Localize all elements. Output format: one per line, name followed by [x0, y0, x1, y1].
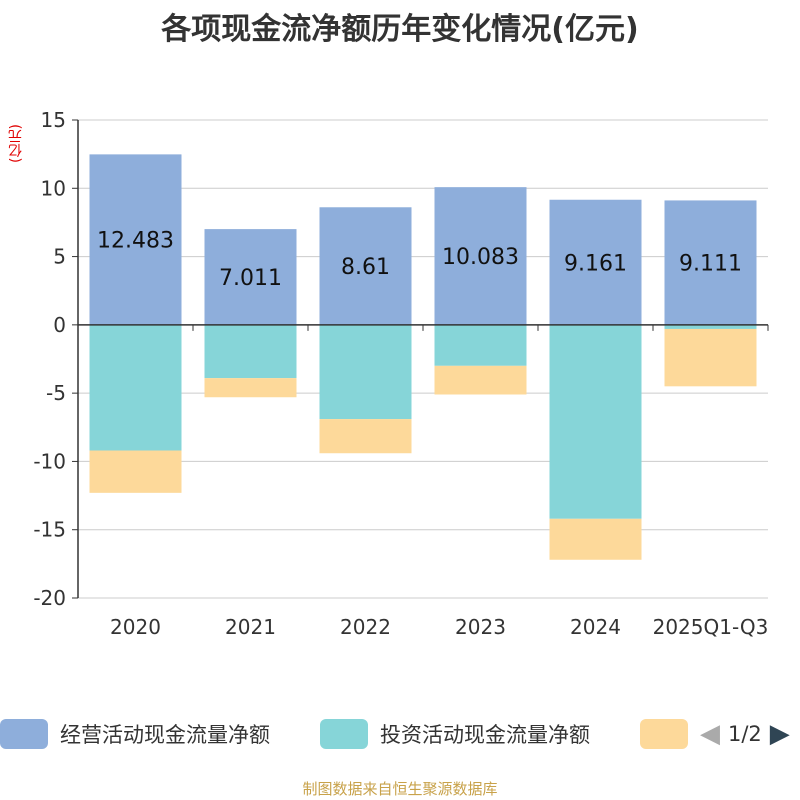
- legend-next-page-icon[interactable]: ▶: [769, 719, 790, 749]
- bar-series2-2020: [89, 324, 182, 451]
- legend-swatch-financing: [640, 719, 688, 749]
- bar-series1-2020: [89, 154, 182, 325]
- data-label-2022: 8.61: [341, 255, 390, 280]
- x-tick-label-2023: 2023: [455, 615, 506, 639]
- y-tick-label: -20: [33, 586, 66, 610]
- legend-label-operating: 经营活动现金流量净额: [60, 723, 270, 747]
- legend-swatch-investing: [320, 719, 368, 749]
- bar-series1-2021: [204, 229, 297, 325]
- bar-series2-2022: [319, 324, 412, 420]
- y-tick-label: 10: [41, 176, 66, 200]
- bar-series2-2021: [204, 324, 297, 379]
- x-tick-label-2025Q1-Q3: 2025Q1-Q3: [653, 615, 769, 639]
- x-tick-label-2022: 2022: [340, 615, 391, 639]
- legend-item-financing[interactable]: [640, 716, 700, 752]
- bar-series1-2025Q1-Q3: [664, 200, 757, 325]
- bar-series1-2022: [319, 207, 412, 325]
- legend-page-indicator: 1/2: [728, 722, 762, 746]
- data-label-2020: 12.483: [97, 229, 174, 254]
- bar-series3-2024: [549, 518, 642, 560]
- y-tick-label: 15: [41, 108, 66, 132]
- y-tick-label: -10: [33, 449, 66, 473]
- bar-series1-2024: [549, 199, 642, 325]
- bar-series3-2025Q1-Q3: [664, 328, 757, 387]
- bar-series3-2022: [319, 419, 412, 454]
- legend-item-operating[interactable]: 经营活动现金流量净额: [0, 716, 270, 752]
- bar-series1-2023: [434, 187, 527, 325]
- legend-item-investing[interactable]: 投资活动现金流量净额: [320, 716, 590, 752]
- bar-series2-2024: [549, 324, 642, 519]
- legend-pager: ◀ 1/2 ▶: [700, 716, 790, 752]
- data-label-2025Q1-Q3: 9.111: [679, 252, 742, 277]
- data-source-footer: 制图数据来自恒生聚源数据库: [302, 780, 498, 798]
- legend-prev-page-icon[interactable]: ◀: [700, 719, 720, 749]
- y-tick-label: 5: [53, 245, 66, 269]
- legend-swatch-operating: [0, 719, 48, 749]
- y-tick-label: 0: [53, 313, 66, 337]
- data-label-2024: 9.161: [564, 251, 627, 276]
- chart-title: 各项现金流净额历年变化情况(亿元): [161, 12, 639, 47]
- legend-label-investing: 投资活动现金流量净额: [380, 723, 590, 747]
- y-tick-label: -15: [33, 518, 66, 542]
- bar-series3-2023: [434, 365, 527, 395]
- bar-series3-2020: [89, 450, 182, 493]
- bar-series2-2025Q1-Q3: [664, 324, 757, 329]
- data-label-2021: 7.011: [219, 266, 282, 291]
- x-tick-label-2020: 2020: [110, 615, 161, 639]
- x-tick-label-2021: 2021: [225, 615, 276, 639]
- bar-series3-2021: [204, 378, 297, 398]
- chart-plot: 15 10 5 0 -5 -10 -15 -20 2020 2021 2022 2023 2024 202…: [33, 108, 769, 639]
- data-label-2023: 10.083: [442, 245, 519, 270]
- x-tick-label-2024: 2024: [570, 615, 621, 639]
- y-tick-label: -5: [46, 381, 66, 405]
- bar-series2-2023: [434, 324, 527, 366]
